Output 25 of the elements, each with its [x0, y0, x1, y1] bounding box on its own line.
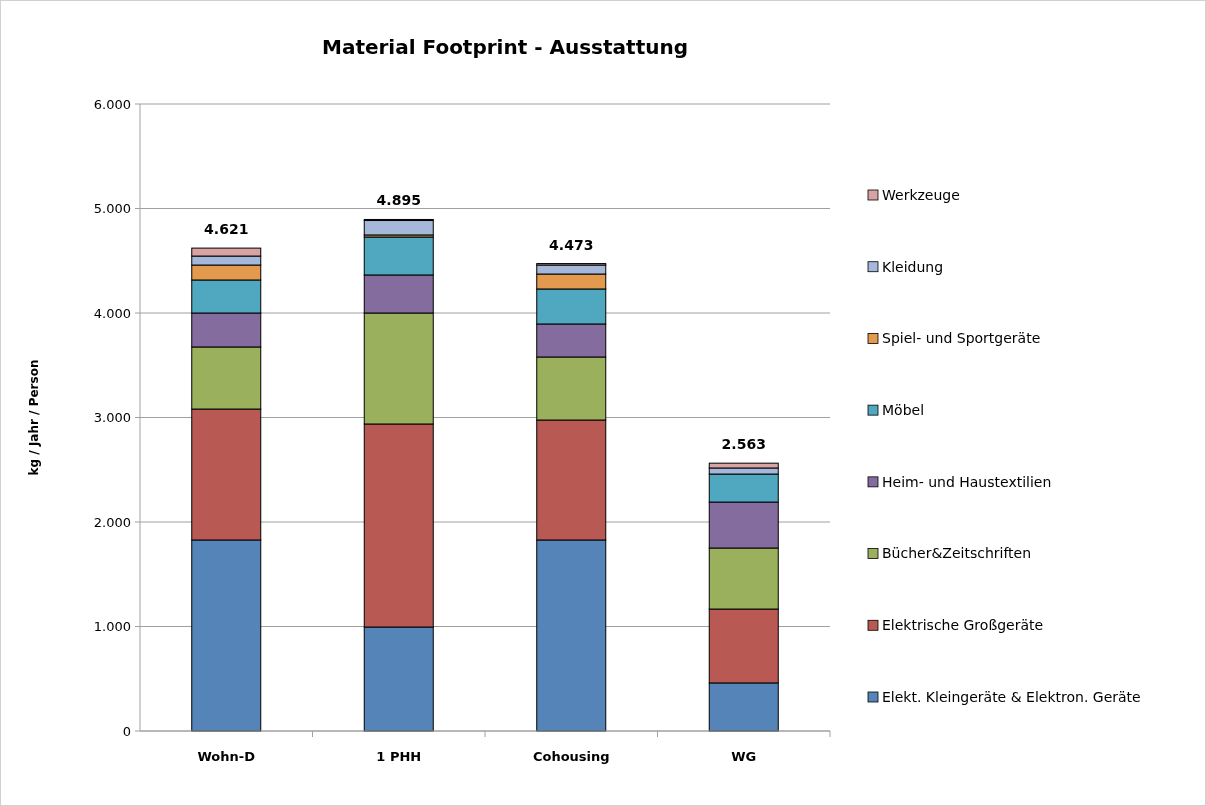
- y-axis-title: kg / Jahr / Person: [27, 359, 41, 476]
- y-tick-label: 2.000: [93, 514, 131, 530]
- chart-title: Material Footprint - Ausstattung: [321, 35, 689, 59]
- legend-label: Spiel- und Sportgeräte: [882, 330, 1041, 347]
- y-tick-label: 5.000: [93, 201, 131, 217]
- total-label: 4.473: [549, 236, 594, 253]
- legend-label: Elekt. Kleingeräte & Elektron. Geräte: [882, 688, 1141, 705]
- x-tick-label: 1 PHH: [376, 749, 422, 764]
- y-tick-label: 3.000: [93, 410, 131, 426]
- legend-label: Möbel: [882, 402, 925, 419]
- legend-label: Elektrische Großgeräte: [882, 617, 1044, 634]
- legend-label: Bücher&Zeitschriften: [882, 545, 1032, 562]
- y-tick-label: 4.000: [93, 305, 131, 321]
- legend-label: Werkzeuge: [882, 186, 960, 203]
- x-tick-label: WG: [731, 749, 757, 764]
- total-label: 4.621: [204, 221, 249, 238]
- y-tick-label: 0: [122, 723, 131, 739]
- y-tick-label: 6.000: [93, 96, 131, 112]
- total-label: 2.563: [721, 436, 766, 453]
- legend-label: Kleidung: [882, 258, 944, 275]
- legend-label: Heim- und Haustextilien: [882, 473, 1052, 490]
- x-tick-label: Cohousing: [532, 749, 610, 764]
- y-tick-label: 1.000: [93, 619, 131, 635]
- total-label: 4.895: [376, 192, 421, 209]
- x-tick-label: Wohn-D: [197, 749, 256, 764]
